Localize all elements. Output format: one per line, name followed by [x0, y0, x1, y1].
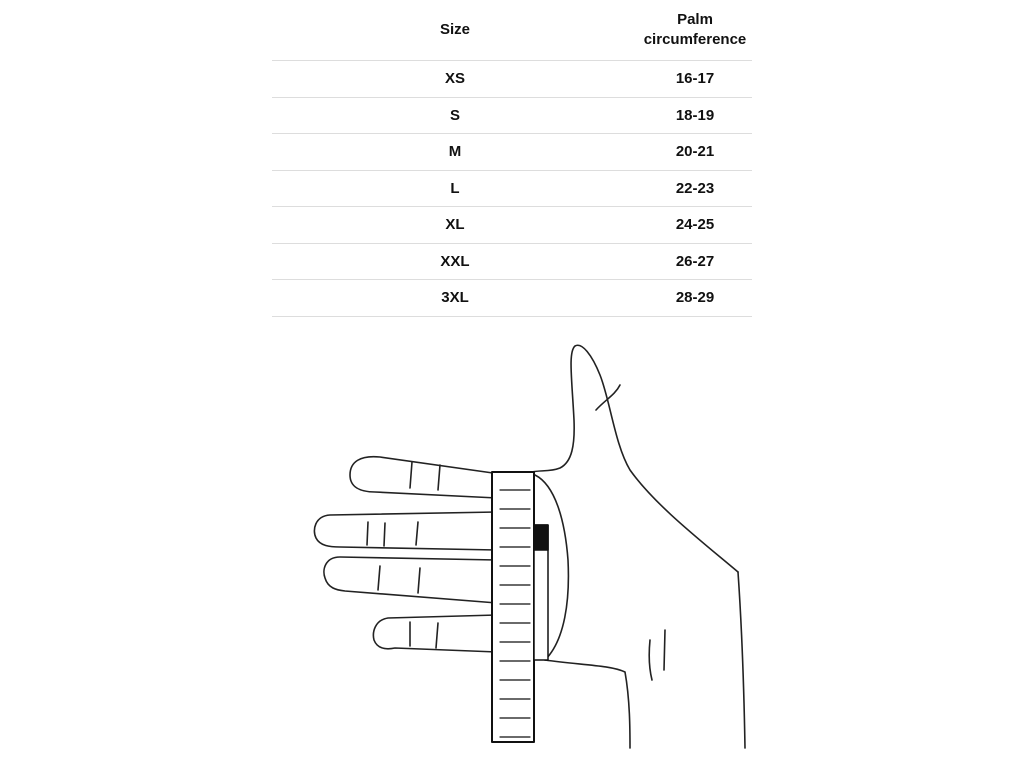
table-row: L 22-23 — [272, 170, 752, 207]
table-row: XXL 26-27 — [272, 243, 752, 280]
hand-outline — [313, 344, 746, 749]
size-chart-table: Size Palm circumference XS 16-17 S 18-19 M 20… — [272, 0, 752, 317]
table-header-row: Size Palm circumference — [272, 0, 752, 61]
table-row: XL 24-25 — [272, 206, 752, 244]
palm-circumference-cell: 28-29 — [638, 279, 752, 317]
palm-circumference-cell: 20-21 — [638, 133, 752, 171]
palm-circumference-cell: 26-27 — [638, 243, 752, 280]
palm-circumference-cell: 18-19 — [638, 97, 752, 134]
header-palm-circumference: Palm circumference — [638, 0, 752, 61]
palm-circumference-cell: 22-23 — [638, 170, 752, 207]
size-cell: L — [272, 170, 638, 207]
size-cell: XXL — [272, 243, 638, 280]
table-row: 3XL 28-29 — [272, 279, 752, 317]
header-size: Size — [272, 0, 638, 61]
size-cell: 3XL — [272, 279, 638, 317]
measuring-tape — [491, 471, 549, 743]
size-cell: M — [272, 133, 638, 171]
palm-circumference-cell: 16-17 — [638, 60, 752, 98]
table-row: S 18-19 — [272, 97, 752, 134]
size-cell: S — [272, 97, 638, 134]
size-cell: XL — [272, 206, 638, 244]
size-cell: XS — [272, 60, 638, 98]
table-row: M 20-21 — [272, 133, 752, 171]
palm-circumference-cell: 24-25 — [638, 206, 752, 244]
table-row: XS 16-17 — [272, 60, 752, 98]
